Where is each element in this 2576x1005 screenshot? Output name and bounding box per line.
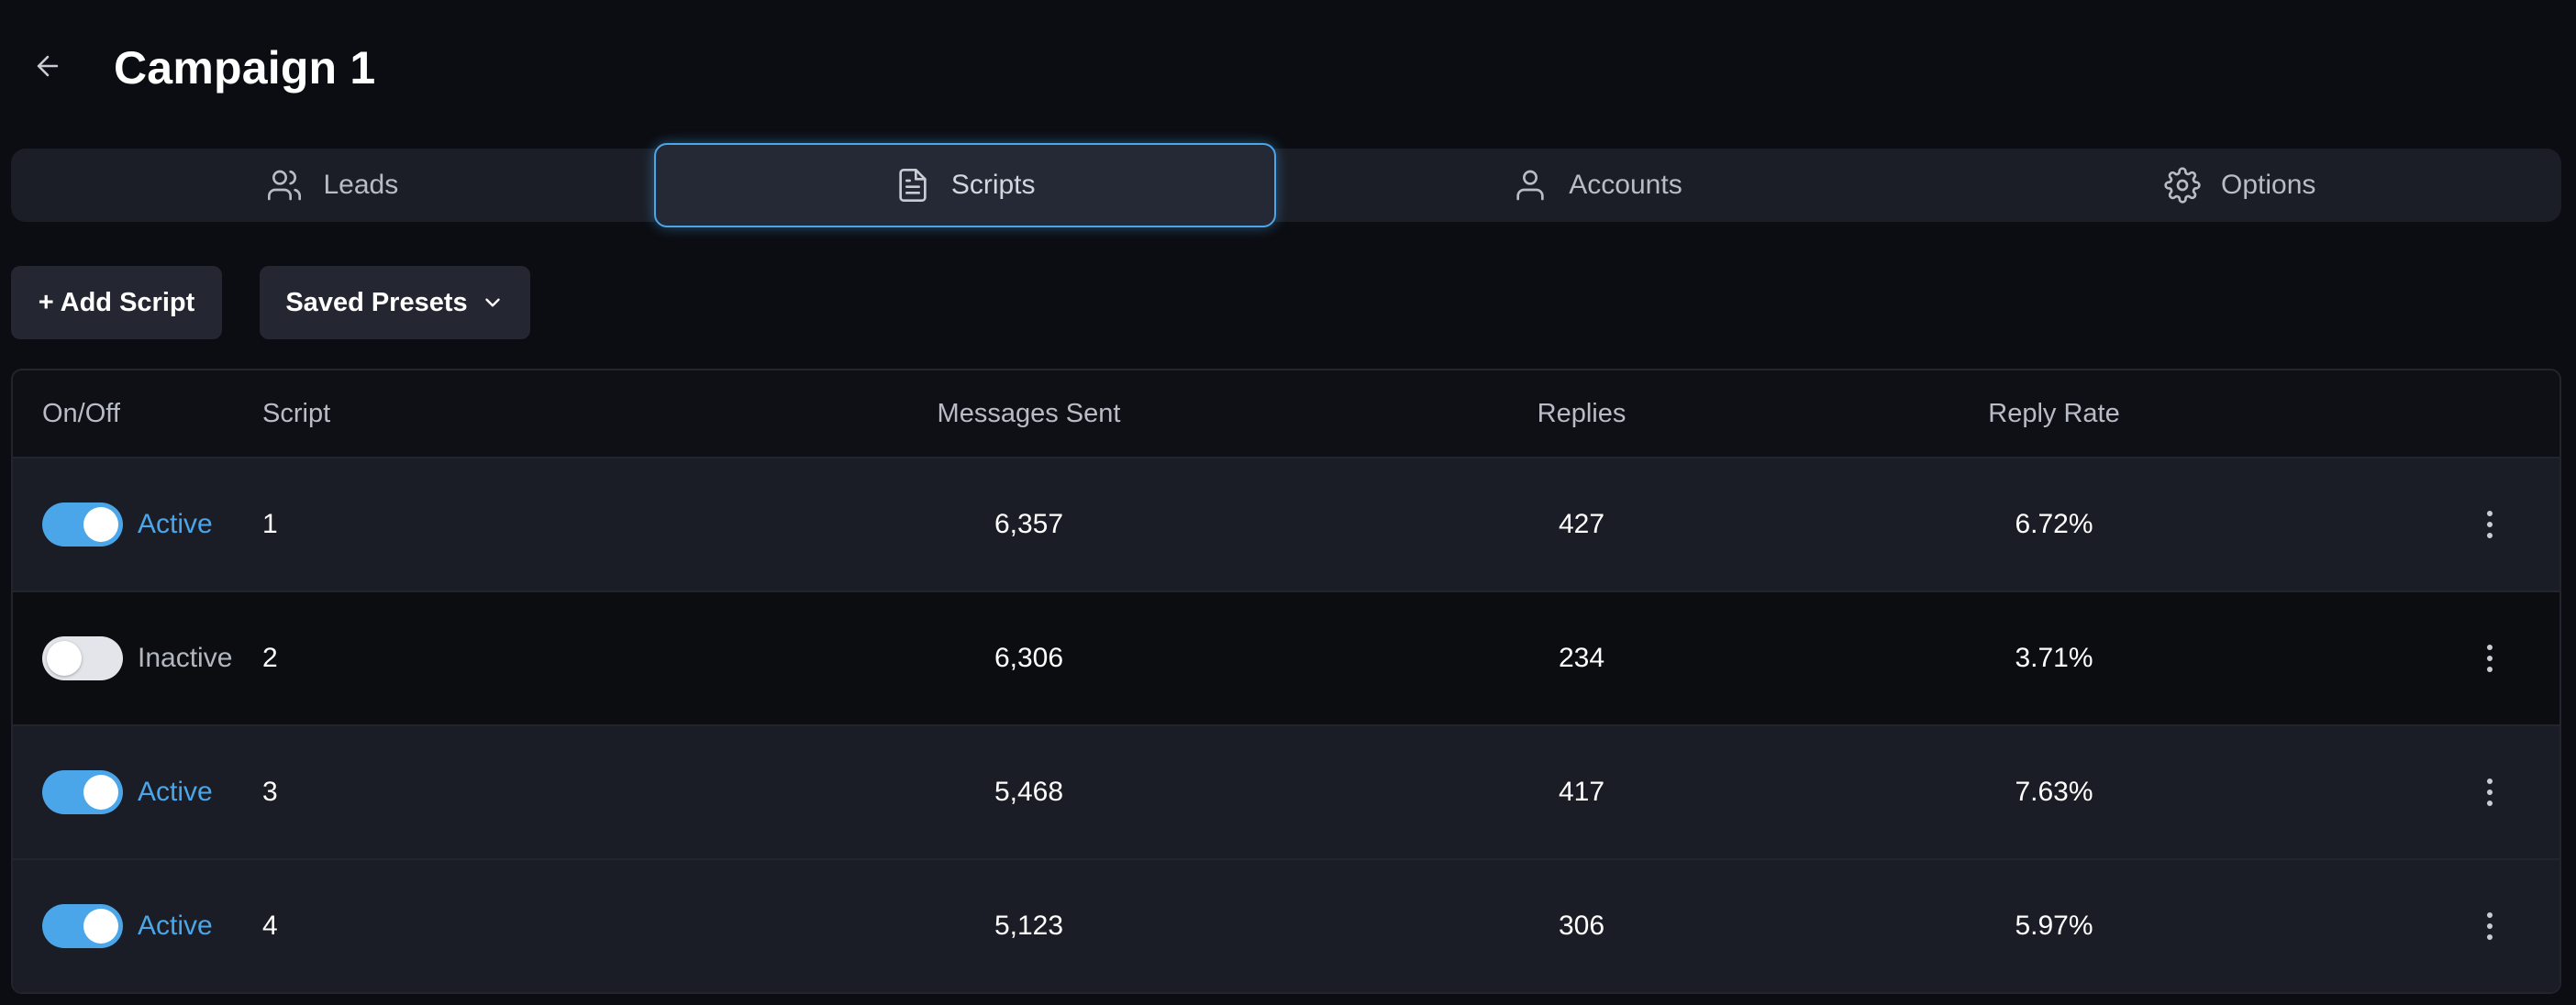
- back-button[interactable]: [24, 42, 72, 90]
- table-row: Active 1 6,357 427 6.72%: [13, 458, 2559, 592]
- replies: 234: [1558, 643, 1605, 673]
- document-icon: [899, 169, 927, 203]
- table-row: Active 3 5,468 417 7.63%: [13, 726, 2559, 860]
- reply-rate: 6.72%: [2015, 509, 2093, 539]
- replies: 306: [1558, 911, 1605, 941]
- messages-sent: 6,306: [994, 643, 1064, 673]
- table-header: On/Off Script Messages Sent Replies Repl…: [13, 370, 2559, 458]
- tab-bar: Leads Scripts Accounts Options: [11, 143, 2561, 227]
- user-icon: [1516, 170, 1544, 201]
- tab-leads-label: Leads: [323, 170, 399, 200]
- more-vertical-icon[interactable]: [2471, 765, 2508, 820]
- arrow-left-icon: [37, 55, 59, 77]
- reply-rate: 7.63%: [2015, 777, 2093, 807]
- header-replies: Replies: [1537, 398, 1627, 428]
- status-label: Inactive: [138, 643, 233, 673]
- reply-rate: 5.97%: [2015, 911, 2093, 941]
- tab-accounts[interactable]: Accounts: [1276, 149, 1919, 222]
- table-row: Inactive 2 6,306 234 3.71%: [13, 592, 2559, 726]
- status-label: Active: [138, 911, 213, 941]
- scripts-table: On/Off Script Messages Sent Replies Repl…: [11, 369, 2561, 994]
- replies: 417: [1558, 777, 1605, 807]
- saved-presets-dropdown[interactable]: Saved Presets: [260, 266, 530, 339]
- replies: 427: [1558, 509, 1605, 539]
- table-row: Active 4 5,123 306 5.97%: [13, 860, 2559, 992]
- add-script-label: + Add Script: [38, 287, 195, 317]
- tab-leads[interactable]: Leads: [11, 149, 654, 222]
- tab-scripts[interactable]: Scripts: [653, 143, 1276, 227]
- page-title: Campaign 1: [114, 42, 376, 94]
- tab-accounts-label: Accounts: [1569, 170, 1682, 200]
- script-name: 1: [262, 509, 278, 539]
- script-toggle[interactable]: [42, 904, 123, 948]
- tab-scripts-label: Scripts: [950, 170, 1036, 200]
- status-label: Active: [138, 509, 213, 539]
- messages-sent: 6,357: [994, 509, 1064, 539]
- messages-sent: 5,123: [994, 911, 1064, 941]
- page-header: Campaign 1: [0, 0, 2576, 138]
- gear-icon: [2164, 167, 2201, 204]
- script-toggle[interactable]: [42, 502, 123, 547]
- status-label: Active: [138, 777, 213, 807]
- script-name: 2: [262, 643, 278, 673]
- messages-sent: 5,468: [994, 777, 1064, 807]
- more-vertical-icon[interactable]: [2471, 497, 2508, 552]
- reply-rate: 3.71%: [2015, 643, 2093, 673]
- tab-options-label: Options: [2220, 170, 2316, 200]
- header-reply-rate: Reply Rate: [1988, 398, 2120, 428]
- header-script: Script: [262, 398, 331, 428]
- saved-presets-label: Saved Presets: [285, 287, 468, 317]
- add-script-button[interactable]: + Add Script: [11, 266, 222, 339]
- script-name: 4: [262, 911, 278, 941]
- users-icon: [268, 170, 302, 201]
- more-vertical-icon[interactable]: [2471, 631, 2508, 686]
- header-messages-sent: Messages Sent: [937, 398, 1121, 428]
- more-vertical-icon[interactable]: [2471, 899, 2508, 954]
- script-toggle[interactable]: [42, 636, 123, 680]
- script-name: 3: [262, 777, 278, 807]
- tab-options[interactable]: Options: [1918, 149, 2561, 222]
- header-onoff: On/Off: [42, 398, 120, 428]
- script-toggle[interactable]: [42, 770, 123, 814]
- chevron-down-icon: [484, 298, 500, 307]
